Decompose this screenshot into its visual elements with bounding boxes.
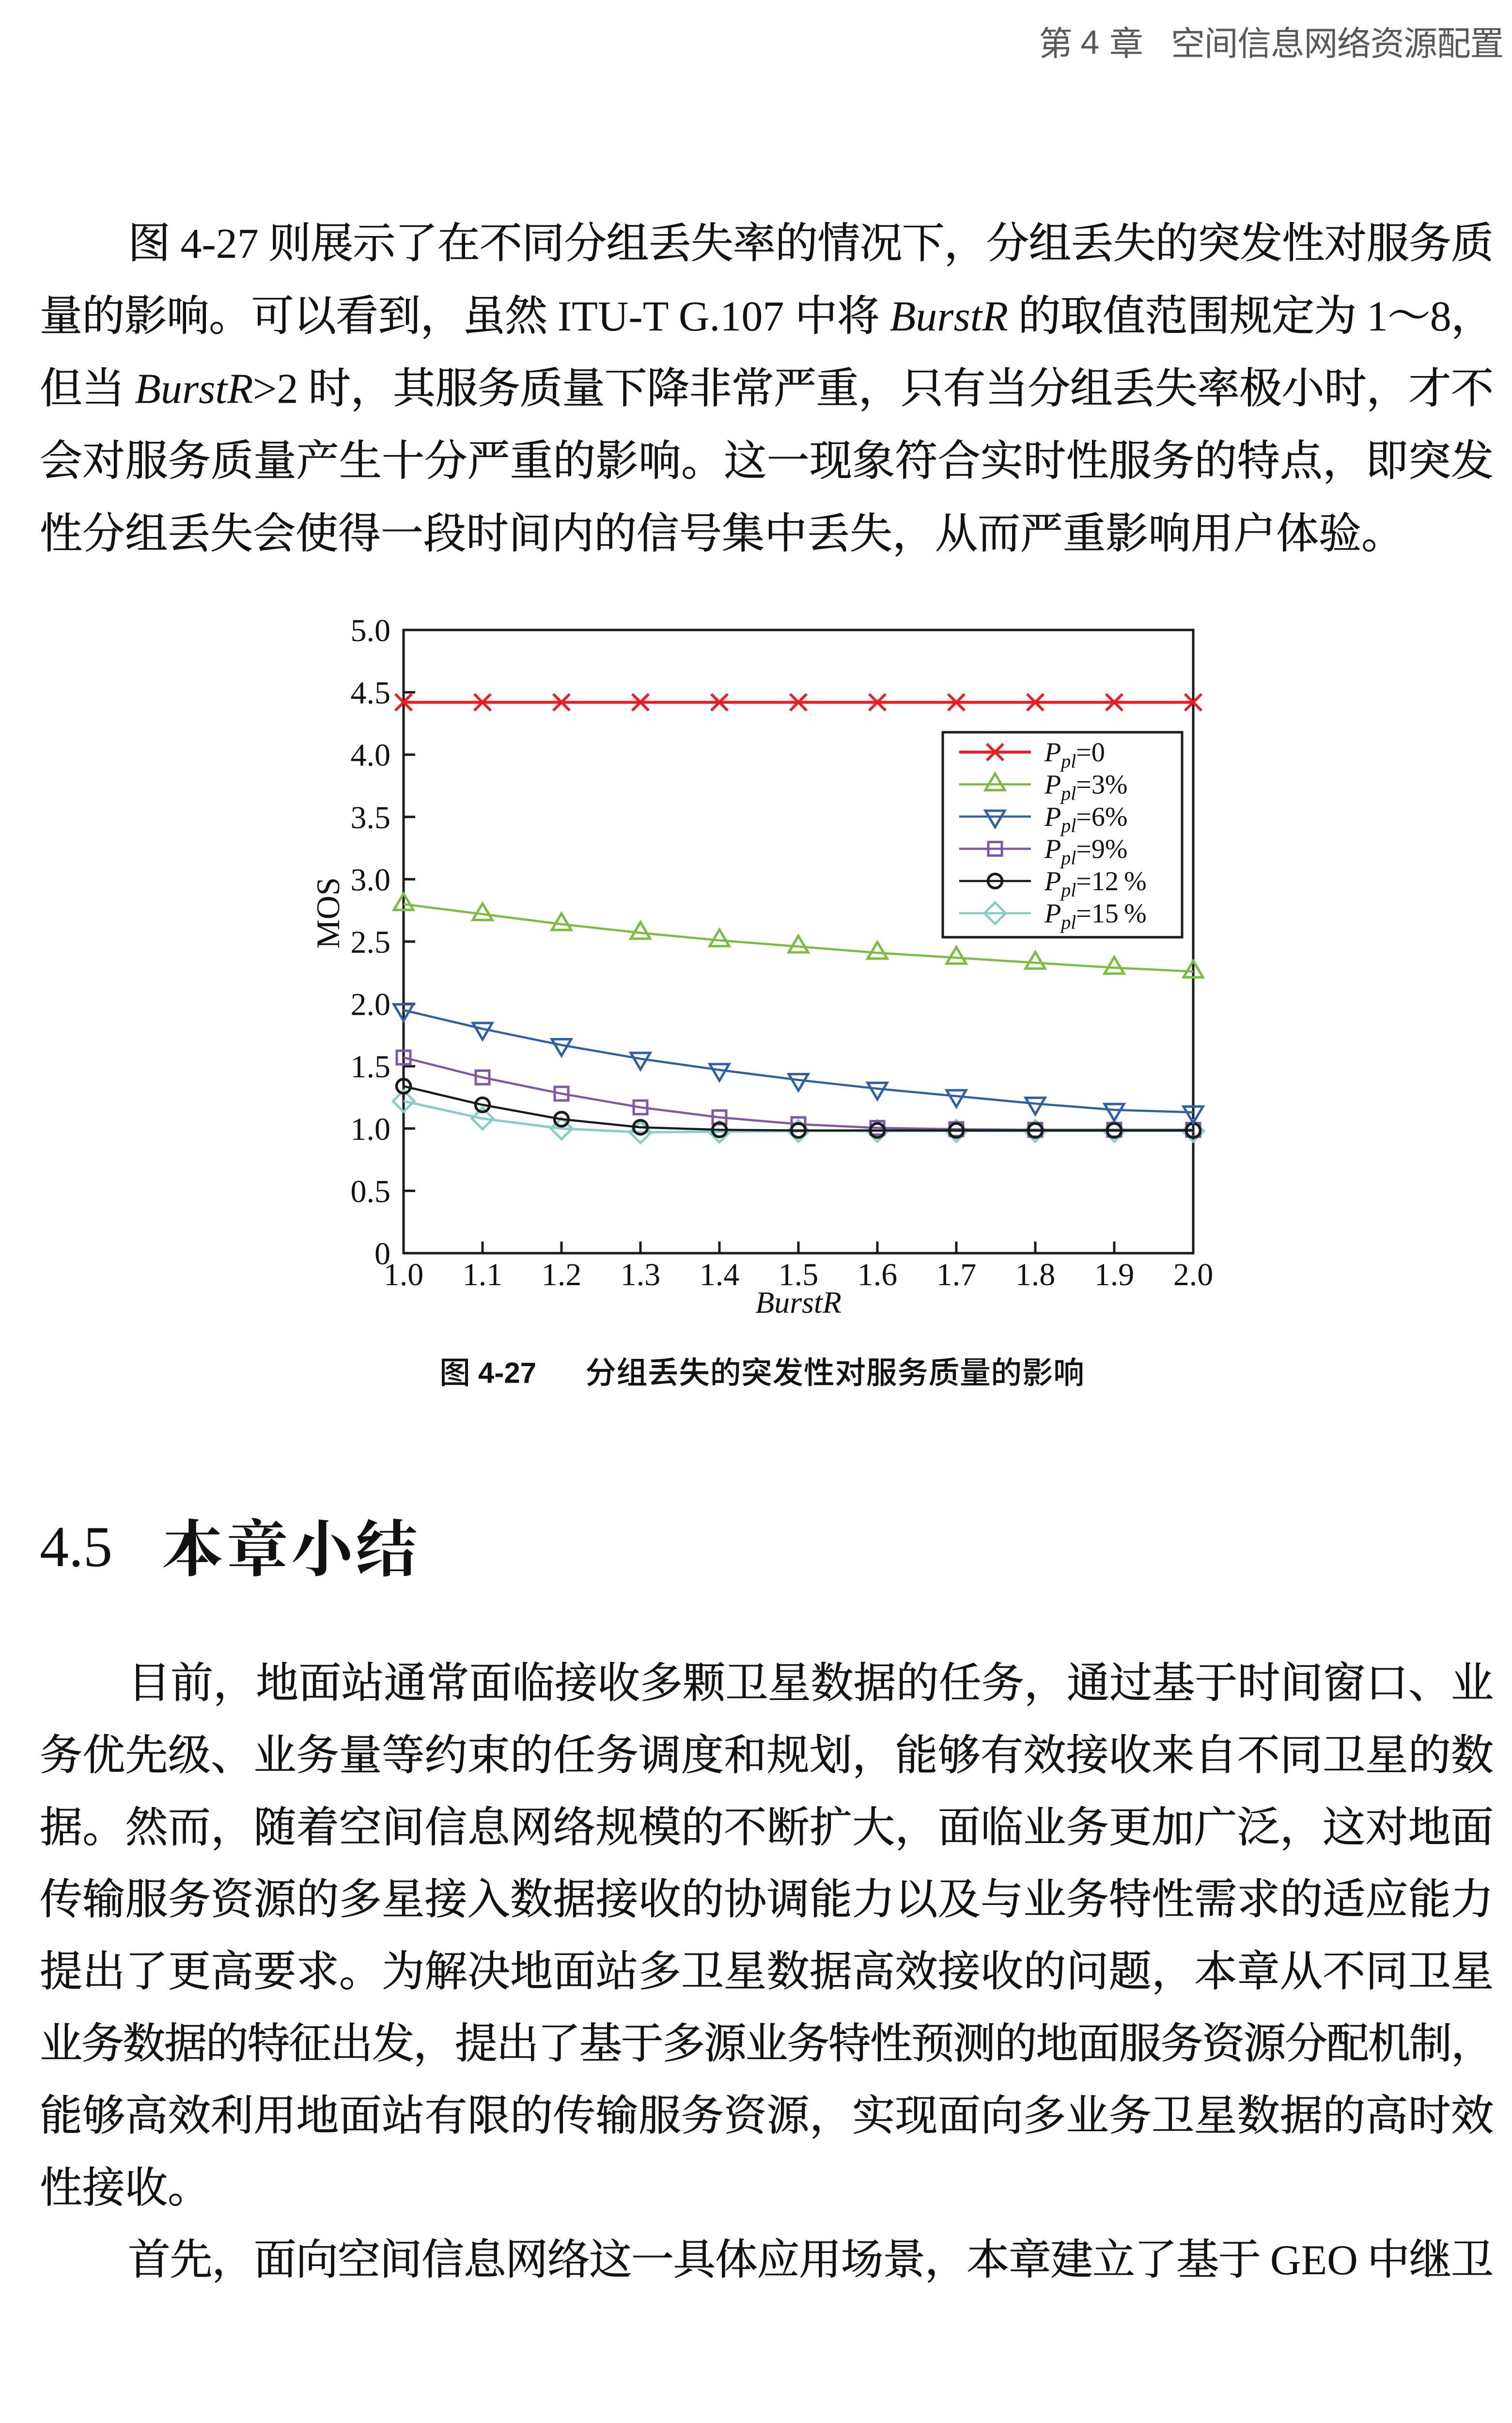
svg-text:0: 0 bbox=[374, 1236, 390, 1272]
svg-text:pl: pl bbox=[1060, 912, 1076, 933]
svg-text:5.0: 5.0 bbox=[351, 613, 391, 648]
svg-text:4.5: 4.5 bbox=[40, 1514, 112, 1579]
svg-text:4-27: 4-27 bbox=[180, 220, 258, 267]
svg-text:2.0: 2.0 bbox=[1173, 1257, 1214, 1292]
svg-text:=6%: =6% bbox=[1076, 802, 1127, 832]
svg-text:P: P bbox=[1044, 866, 1061, 897]
svg-text:3.5: 3.5 bbox=[351, 800, 391, 835]
svg-text:1.1: 1.1 bbox=[463, 1257, 503, 1292]
svg-text:1.0: 1.0 bbox=[384, 1257, 424, 1292]
svg-text:2.5: 2.5 bbox=[351, 925, 391, 960]
svg-text:1: 1 bbox=[1367, 293, 1388, 340]
svg-text:=0: =0 bbox=[1076, 738, 1105, 768]
svg-text:1.0: 1.0 bbox=[351, 1112, 391, 1147]
svg-text:1.7: 1.7 bbox=[936, 1257, 977, 1292]
svg-text:1.9: 1.9 bbox=[1094, 1257, 1135, 1292]
svg-text:P: P bbox=[1044, 802, 1061, 832]
svg-text:GEO: GEO bbox=[1270, 2237, 1358, 2284]
svg-text:P: P bbox=[1044, 834, 1061, 865]
svg-text:1.4: 1.4 bbox=[700, 1257, 740, 1292]
svg-text:1.8: 1.8 bbox=[1015, 1257, 1056, 1292]
svg-text:1.2: 1.2 bbox=[542, 1257, 582, 1292]
svg-text:4.0: 4.0 bbox=[351, 738, 391, 773]
svg-text:4-27: 4-27 bbox=[478, 1357, 536, 1389]
svg-text:P: P bbox=[1044, 770, 1061, 800]
svg-text:1.3: 1.3 bbox=[621, 1257, 661, 1292]
svg-text:=12 %: =12 % bbox=[1076, 866, 1146, 897]
svg-text:=3%: =3% bbox=[1076, 770, 1127, 800]
svg-text:8: 8 bbox=[1430, 293, 1451, 340]
svg-text:BurstR: BurstR bbox=[890, 293, 1008, 340]
svg-text:0.5: 0.5 bbox=[351, 1174, 391, 1209]
svg-text:=9%: =9% bbox=[1076, 834, 1127, 865]
svg-text:pl: pl bbox=[1060, 815, 1076, 836]
svg-text:BurstR: BurstR bbox=[135, 366, 253, 413]
svg-text:=15 %: =15 % bbox=[1076, 899, 1146, 929]
svg-text:2.0: 2.0 bbox=[351, 987, 391, 1023]
svg-text:4: 4 bbox=[1081, 23, 1100, 61]
svg-text:pl: pl bbox=[1060, 783, 1076, 804]
svg-text:1.5: 1.5 bbox=[351, 1049, 391, 1085]
svg-text:pl: pl bbox=[1060, 879, 1076, 901]
svg-text:pl: pl bbox=[1060, 750, 1076, 772]
svg-text:>2: >2 bbox=[253, 366, 298, 413]
svg-text:ITU-T G.107: ITU-T G.107 bbox=[558, 293, 784, 340]
svg-text:P: P bbox=[1044, 899, 1061, 929]
svg-text:MOS: MOS bbox=[310, 877, 346, 948]
svg-text:P: P bbox=[1044, 738, 1061, 768]
svg-text:3.0: 3.0 bbox=[351, 862, 391, 897]
svg-text:4.5: 4.5 bbox=[351, 676, 391, 711]
svg-text:1.5: 1.5 bbox=[779, 1257, 819, 1292]
svg-text:pl: pl bbox=[1060, 847, 1076, 869]
svg-text:BurstR: BurstR bbox=[755, 1285, 842, 1320]
svg-text:1.6: 1.6 bbox=[857, 1257, 898, 1292]
